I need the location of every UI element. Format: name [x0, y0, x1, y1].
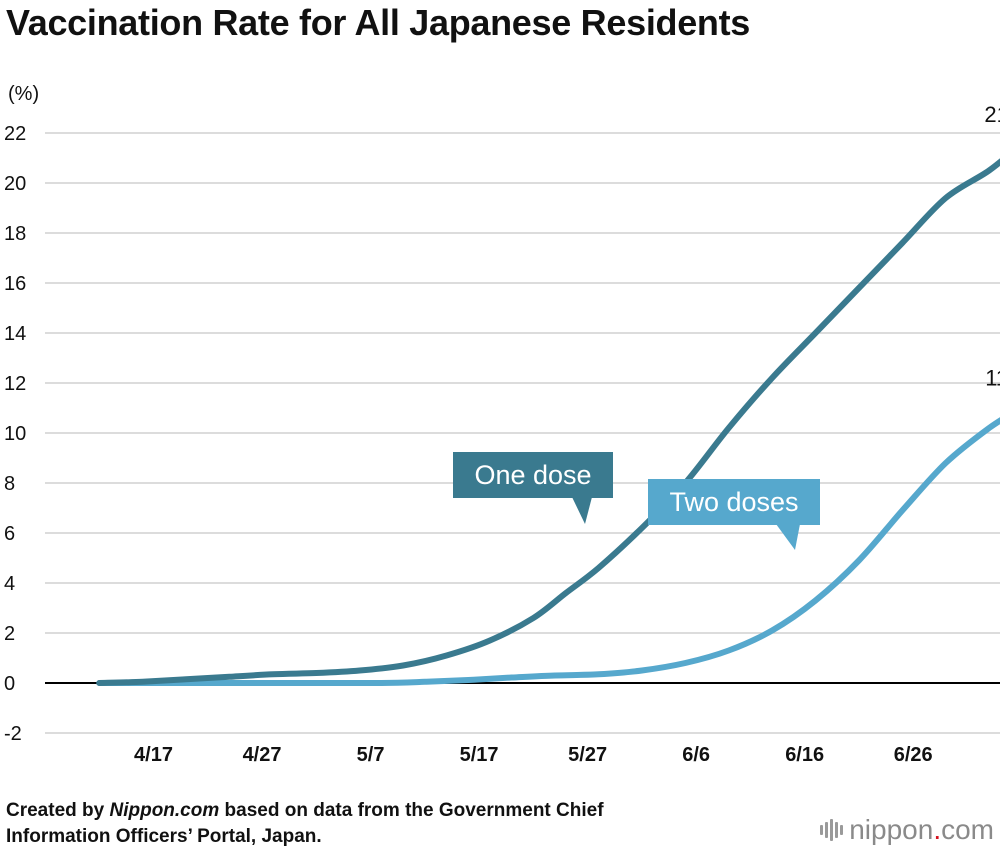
logo-tld: com	[941, 814, 994, 845]
legend-label-two_doses: Two doses	[669, 487, 798, 517]
y-unit-label: (%)	[8, 83, 39, 105]
y-tick-label: 2	[4, 623, 15, 645]
x-tick-label: 4/27	[243, 744, 282, 766]
source-brand: Nippon.com	[109, 800, 220, 821]
y-tick-label: 16	[4, 273, 26, 295]
legend-box-one_dose	[453, 452, 613, 498]
x-tick-label: 4/17	[134, 744, 173, 766]
logo-name: nippon	[849, 814, 934, 845]
end-label-two_doses: 11.02%	[985, 366, 1000, 391]
source-note: Created by Nippon.com based on data from…	[6, 798, 604, 850]
y-tick-label: 6	[4, 523, 15, 545]
y-tick-label: -2	[4, 723, 22, 745]
legend-pointer-one_dose	[572, 497, 592, 524]
x-axis: 4/174/275/75/175/276/66/166/267/6	[134, 744, 933, 766]
y-tick-label: 4	[4, 573, 15, 595]
x-tick-label: 6/16	[785, 744, 824, 766]
y-tick-label: 0	[4, 673, 15, 695]
line-chart: -2 0 2 4 6 8 10 12 14 16 18 20 22 4/17 4/27 5/7 5/17 5/2…	[4, 83, 1000, 766]
annotations: 11.02% 21.57% One dose Two doses	[453, 102, 1000, 550]
source-prefix: Created by	[6, 800, 110, 821]
legend-label-one_dose: One dose	[474, 460, 591, 490]
y-axis: -2 0 2 4 6 8 10 12 14 16 18 20 22	[4, 123, 26, 745]
legend-callout-two_doses: Two doses	[648, 479, 820, 550]
series-line-two_doses	[96, 417, 1000, 687]
y-tick-label: 12	[4, 373, 26, 395]
x-tick-label: 5/17	[460, 744, 499, 766]
logo-bars-icon	[820, 819, 844, 841]
series-line-one_dose	[96, 158, 1000, 686]
source-line2: Information Officers’ Portal, Japan.	[6, 826, 322, 847]
y-tick-label: 22	[4, 123, 26, 145]
y-tick-label: 18	[4, 223, 26, 245]
y-tick-label: 20	[4, 173, 26, 195]
logo-dot: .	[933, 814, 942, 845]
series-group	[96, 158, 1000, 687]
legend-box-two_doses	[648, 479, 820, 525]
y-tick-label: 8	[4, 473, 15, 495]
end-label-one_dose: 21.57%	[984, 102, 1000, 127]
nippon-logo: nippon.com	[820, 814, 994, 846]
legend-callout-one_dose: One dose	[453, 452, 613, 524]
legend-pointer-two_doses	[776, 524, 800, 550]
y-tick-label: 14	[4, 323, 26, 345]
x-tick-label: 6/26	[894, 744, 933, 766]
x-tick-label: 6/6	[682, 744, 710, 766]
chart-title: Vaccination Rate for All Japanese Reside…	[6, 2, 751, 43]
y-tick-label: 10	[4, 423, 26, 445]
source-rest: based on data from the Government Chief	[219, 800, 604, 821]
grid-lines	[45, 132, 1000, 734]
x-tick-label: 5/7	[357, 744, 385, 766]
x-tick-label: 5/27	[568, 744, 607, 766]
